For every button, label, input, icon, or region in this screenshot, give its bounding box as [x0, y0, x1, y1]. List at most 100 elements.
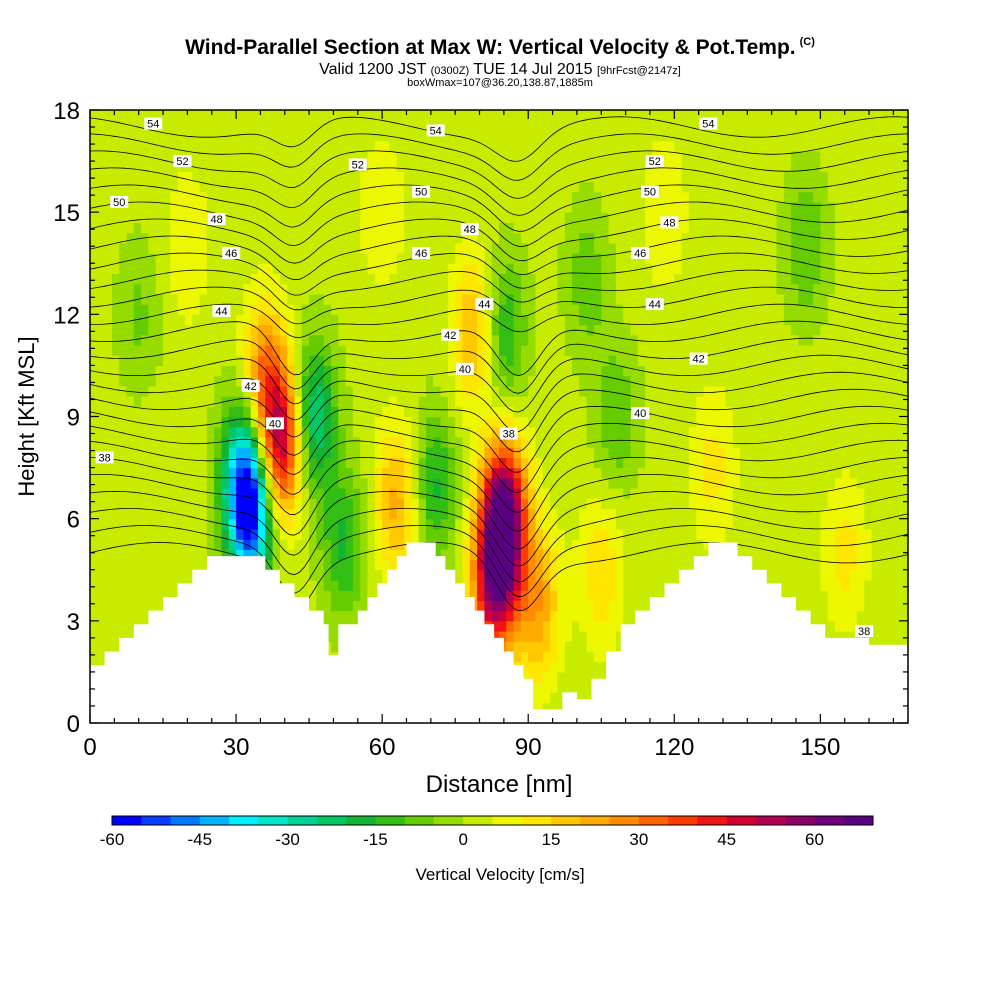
velocity-cell — [469, 283, 478, 295]
velocity-cell — [155, 355, 164, 366]
velocity-cell — [579, 477, 588, 489]
velocity-cell — [462, 161, 471, 172]
velocity-cell — [214, 365, 223, 377]
velocity-cell — [440, 293, 449, 305]
velocity-cell — [659, 498, 668, 509]
velocity-cell — [360, 528, 369, 540]
velocity-cell — [608, 201, 617, 213]
velocity-cell — [331, 528, 339, 540]
velocity-cell — [667, 539, 675, 550]
velocity-cell — [141, 498, 149, 509]
velocity-cell — [426, 293, 434, 305]
velocity-cell — [623, 150, 632, 162]
velocity-cell — [374, 375, 383, 387]
velocity-cell — [652, 140, 661, 152]
velocity-cell — [141, 212, 149, 223]
velocity-cell — [126, 518, 135, 530]
velocity-cell — [206, 191, 215, 203]
velocity-cell — [659, 355, 668, 366]
velocity-cell — [184, 191, 193, 203]
velocity-cell — [287, 518, 296, 530]
velocity-cell — [279, 273, 288, 285]
velocity-cell — [90, 293, 98, 305]
velocity-cell — [535, 253, 544, 264]
velocity-cell — [513, 120, 522, 131]
velocity-cell — [221, 467, 230, 479]
velocity-cell — [608, 580, 617, 591]
velocity-cell — [104, 436, 113, 448]
velocity-cell — [688, 345, 697, 356]
velocity-cell — [564, 171, 573, 183]
velocity-cell — [440, 304, 449, 315]
velocity-cell — [243, 253, 252, 264]
velocity-cell — [623, 580, 632, 591]
velocity-cell — [557, 610, 566, 622]
velocity-cell — [455, 457, 464, 469]
velocity-cell — [433, 355, 442, 366]
velocity-cell — [119, 528, 128, 540]
velocity-cell — [418, 385, 427, 397]
velocity-cell — [513, 416, 522, 428]
velocity-cell — [206, 283, 215, 295]
velocity-cell — [163, 181, 171, 193]
velocity-cell — [586, 304, 595, 315]
velocity-cell — [309, 426, 317, 438]
velocity-cell — [491, 150, 500, 162]
velocity-cell — [199, 436, 208, 448]
velocity-cell — [331, 600, 339, 612]
velocity-cell — [404, 314, 412, 326]
velocity-cell — [557, 263, 566, 274]
velocity-cell — [316, 406, 325, 418]
velocity-cell — [374, 324, 383, 336]
velocity-cell — [659, 477, 668, 489]
velocity-cell — [301, 191, 310, 203]
velocity-cell — [170, 232, 179, 244]
velocity-cell — [477, 559, 485, 571]
velocity-cell — [352, 580, 361, 591]
velocity-cell — [513, 498, 522, 509]
velocity-cell — [557, 631, 566, 642]
velocity-cell — [206, 528, 215, 540]
velocity-cell — [104, 406, 113, 418]
velocity-cell — [630, 161, 639, 172]
velocity-cell — [499, 559, 507, 571]
velocity-cell — [90, 447, 98, 458]
velocity-cell — [236, 212, 244, 223]
velocity-cell — [199, 140, 208, 152]
velocity-cell — [396, 171, 405, 183]
velocity-cell — [228, 549, 237, 561]
velocity-cell — [564, 426, 573, 438]
velocity-cell — [455, 171, 464, 183]
velocity-cell — [426, 171, 434, 183]
velocity-cell — [447, 539, 456, 550]
velocity-cell — [272, 457, 281, 469]
velocity-cell — [272, 304, 281, 315]
box-info: boxWmax=107@36.20,138.87,1885m — [407, 77, 593, 89]
velocity-cell — [535, 171, 544, 183]
velocity-cell — [645, 232, 653, 244]
velocity-cell — [572, 518, 580, 530]
velocity-cell — [331, 426, 339, 438]
velocity-cell — [688, 212, 697, 223]
velocity-cell — [301, 232, 310, 244]
velocity-cell — [133, 222, 142, 234]
velocity-cell — [681, 110, 690, 121]
velocity-cell — [338, 191, 347, 203]
velocity-cell — [133, 345, 142, 356]
velocity-cell — [396, 191, 405, 203]
velocity-cell — [426, 201, 434, 213]
velocity-cell — [170, 140, 179, 152]
velocity-cell — [586, 181, 595, 193]
velocity-cell — [323, 120, 332, 131]
velocity-cell — [228, 436, 237, 448]
velocity-cell — [148, 263, 157, 274]
velocity-cell — [214, 201, 223, 213]
velocity-cell — [557, 692, 566, 704]
velocity-cell — [528, 191, 537, 203]
velocity-cell — [155, 569, 164, 581]
velocity-cell — [601, 549, 610, 561]
velocity-cell — [119, 488, 128, 499]
velocity-cell — [477, 580, 485, 591]
velocity-cell — [345, 569, 354, 581]
velocity-cell — [520, 528, 529, 540]
